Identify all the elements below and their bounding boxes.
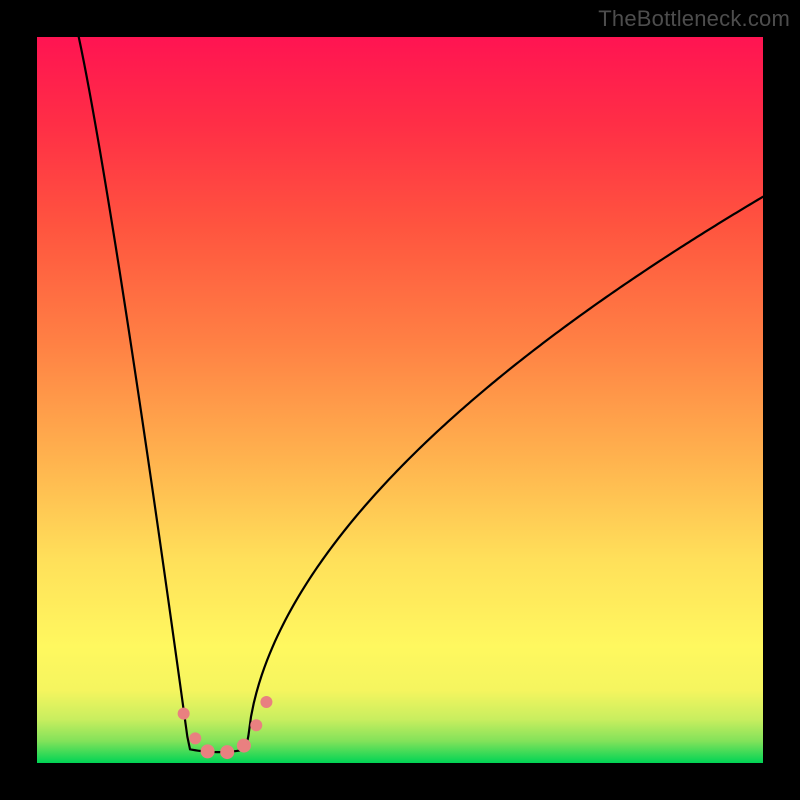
bottleneck-chart bbox=[0, 0, 800, 800]
data-marker bbox=[250, 719, 262, 731]
heat-gradient bbox=[37, 37, 763, 763]
data-marker bbox=[237, 739, 251, 753]
data-marker bbox=[201, 744, 215, 758]
data-marker bbox=[220, 745, 234, 759]
data-marker bbox=[189, 732, 201, 744]
watermark-text: TheBottleneck.com bbox=[598, 6, 790, 32]
data-marker bbox=[178, 708, 190, 720]
data-marker bbox=[260, 696, 272, 708]
plot-area bbox=[37, 15, 763, 763]
chart-stage: TheBottleneck.com bbox=[0, 0, 800, 800]
